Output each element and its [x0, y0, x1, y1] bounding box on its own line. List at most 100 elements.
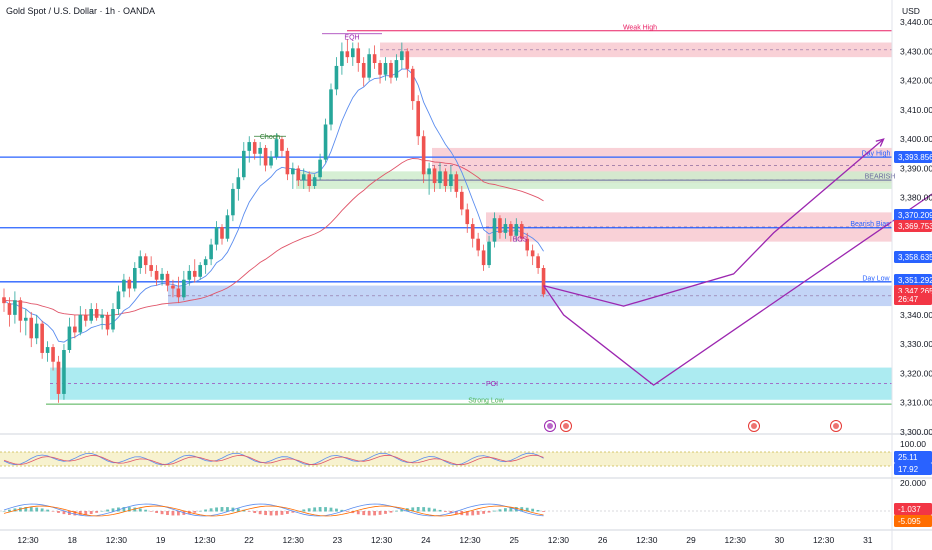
candle-body: [405, 51, 410, 69]
candle: [176, 276, 181, 304]
candle: [378, 60, 382, 84]
price-tick-label: 3,430.000: [900, 46, 932, 56]
candle-body: [421, 136, 426, 175]
candle: [127, 276, 132, 298]
time-tick-label: 22: [244, 535, 254, 545]
candle-body: [296, 168, 301, 181]
candle-body: [400, 51, 404, 61]
candle-body: [7, 303, 12, 315]
price-badge: 3,351.292: [894, 274, 932, 286]
time-tick-label: 12:30: [725, 535, 747, 545]
macd-hist-bar: [24, 507, 28, 512]
candle-body: [165, 273, 170, 286]
candle-body: [416, 101, 420, 137]
macd-hist-bar: [122, 507, 126, 512]
candle: [94, 303, 99, 321]
candle: [214, 221, 219, 251]
candle-body: [487, 241, 491, 266]
macd-hist-bar: [395, 510, 398, 512]
price-badge-text: 3,369.753: [898, 222, 932, 231]
candle-body: [138, 256, 143, 268]
candle-body: [231, 188, 235, 216]
event-marker-dot: [833, 423, 839, 429]
macd-hist-bar: [204, 509, 208, 512]
candle-body: [356, 48, 361, 63]
candle: [231, 183, 235, 222]
candle: [416, 95, 420, 145]
candle: [247, 136, 252, 163]
us-flag-icon: [748, 420, 760, 432]
candle: [405, 48, 410, 78]
macd-hist-bar: [286, 511, 289, 514]
candle: [421, 130, 426, 184]
candle: [258, 142, 262, 166]
candle: [165, 270, 170, 292]
candle: [329, 83, 333, 131]
macd-hist-bar: [198, 510, 202, 512]
candle-body: [427, 168, 431, 175]
candle-body: [351, 48, 355, 58]
candle: [29, 311, 34, 348]
macd-hist-bar: [324, 507, 327, 512]
time-tick-label: 12:30: [194, 535, 216, 545]
candle-body: [301, 174, 306, 181]
price-badge-bg: [894, 274, 932, 286]
annotation-eqh: EQH: [344, 35, 359, 42]
candle-body: [149, 265, 153, 271]
level-label: BEARISH: [865, 174, 896, 181]
candle-body: [280, 139, 284, 151]
event-marker-dot: [751, 423, 757, 429]
level-label: Day High: [862, 151, 891, 158]
zone-label: POI: [486, 381, 498, 388]
time-tick-label: 12:30: [636, 535, 658, 545]
level-label: Weak High: [623, 24, 657, 31]
candle-body: [143, 256, 148, 266]
candle: [187, 265, 192, 286]
macd-hist-bar: [536, 509, 540, 512]
candle: [509, 221, 513, 242]
candle: [312, 174, 317, 189]
macd-hist-bar: [335, 508, 338, 512]
macd-hist-bar: [100, 510, 104, 512]
time-axis[interactable]: 12:30 18 12:30 19 12:30 22 12:30 23 12:30 24 12:30…: [17, 535, 872, 545]
candle: [318, 153, 322, 181]
time-tick-label: 12:30: [813, 535, 835, 545]
candle-body: [40, 323, 44, 353]
macd-badge: -5.095: [894, 515, 932, 527]
macd-hist-bar: [35, 507, 39, 512]
candle: [383, 57, 388, 81]
macd-hist-bar: [95, 511, 99, 513]
candle: [296, 165, 301, 186]
macd-hist-bar: [247, 511, 251, 512]
subpanes-layer: 100.00 25.11 17.92 20.000 -1.037 -5.095: [0, 420, 932, 531]
macd-hist-bar: [493, 510, 496, 512]
macd-hist-bar: [449, 511, 453, 514]
macd-hist-bar: [84, 511, 88, 515]
candle-body: [460, 191, 464, 210]
macd-hist-bar: [362, 511, 366, 516]
candle: [13, 291, 17, 324]
candle: [541, 265, 546, 298]
candle: [62, 344, 66, 400]
rsi-line-a: [3, 452, 544, 466]
candle-body: [56, 361, 61, 394]
macd-badge: -1.037: [894, 503, 932, 515]
candle: [291, 162, 295, 189]
macd-hist-bar: [127, 507, 131, 512]
candle-body: [94, 309, 99, 318]
ema-slow-line: [3, 158, 544, 316]
macd-hist-bar: [8, 509, 11, 512]
candle-body: [312, 177, 317, 186]
macd-hist-bar: [504, 508, 507, 512]
macd-hist-bar: [166, 511, 169, 516]
time-tick-label: 12:30: [106, 535, 128, 545]
candle: [367, 48, 371, 81]
candle-body: [372, 54, 377, 63]
projection-layer: [543, 138, 932, 386]
candle-body: [252, 142, 257, 154]
macd-hist-bar: [133, 507, 137, 512]
candle-body: [367, 54, 371, 78]
candle: [470, 218, 475, 248]
